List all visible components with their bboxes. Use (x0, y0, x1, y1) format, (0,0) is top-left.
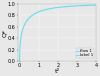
X-axis label: t²: t² (55, 69, 60, 74)
Y-axis label: Q*: Q* (2, 29, 7, 37)
Legend: flow 1, label 1: flow 1, label 1 (76, 48, 94, 58)
